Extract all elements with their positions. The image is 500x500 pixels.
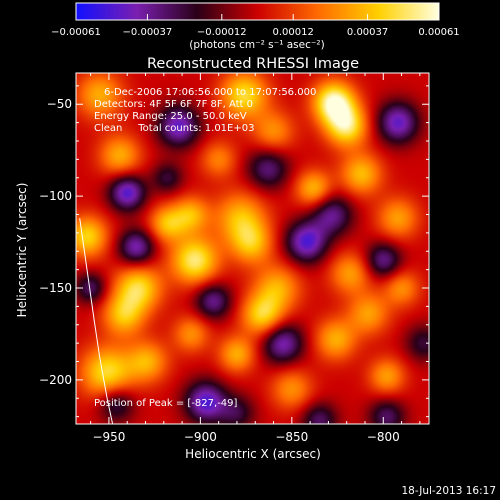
colorbar-gradient [76, 3, 439, 20]
y-tick-label: −150 [39, 281, 72, 295]
x-tick-label: −800 [367, 430, 400, 444]
colorbar: −0.00061 −0.00037 −0.00012 0.00012 0.00037 0.… [51, 2, 460, 51]
x-tick-label: −900 [184, 430, 217, 444]
colorbar-tick-label: 0.00061 [418, 27, 459, 38]
y-tick-label: −100 [39, 189, 72, 203]
annotation-time-range: 6-Dec-2006 17:06:56.000 to 17:07:56.000 [104, 87, 316, 98]
x-tick-label: −950 [92, 430, 125, 444]
axis-ticks: −950 −900 −850 −800 −50 −100 −150 −200 [39, 73, 429, 444]
heatmap-image [76, 73, 429, 424]
x-axis-label: Heliocentric X (arcsec) [185, 447, 321, 461]
colorbar-frame [75, 2, 440, 21]
annotation-energy-range: Energy Range: 25.0 - 50.0 keV [94, 111, 247, 122]
y-tick-label: −50 [47, 97, 72, 111]
x-tick-label: −850 [275, 430, 308, 444]
colorbar-tick-label: 0.00037 [347, 27, 388, 38]
y-axis-label: Heliocentric Y (arcsec) [15, 183, 29, 318]
solar-limb-arc [79, 218, 114, 424]
plot-area: −950 −900 −850 −800 −50 −100 −150 −200 6-Dec-20… [39, 72, 430, 444]
plot-frame [75, 72, 430, 425]
colorbar-tick-label: 0.00012 [273, 27, 314, 38]
annotation-peak-position: Position of Peak = [-827,-49] [94, 398, 238, 409]
annotation-clean-counts: Clean Total counts: 1.01E+03 [94, 123, 254, 134]
chart-title: Reconstructed RHESSI Image [147, 56, 359, 72]
y-tick-label: −200 [39, 373, 72, 387]
colorbar-ticks: −0.00061 −0.00037 −0.00012 0.00012 0.00037 0.… [51, 14, 460, 38]
colorbar-tick-label: −0.00037 [123, 27, 173, 38]
colorbar-tick-label: −0.00012 [197, 27, 247, 38]
colorbar-tick-label: −0.00061 [51, 27, 101, 38]
annotation-detectors: Detectors: 4F 5F 6F 7F 8F, Att 0 [94, 99, 253, 110]
footer-timestamp: 18-Jul-2013 16:17 [401, 485, 496, 497]
colorbar-unit-label: (photons cm⁻² s⁻¹ asec⁻²) [189, 39, 324, 51]
